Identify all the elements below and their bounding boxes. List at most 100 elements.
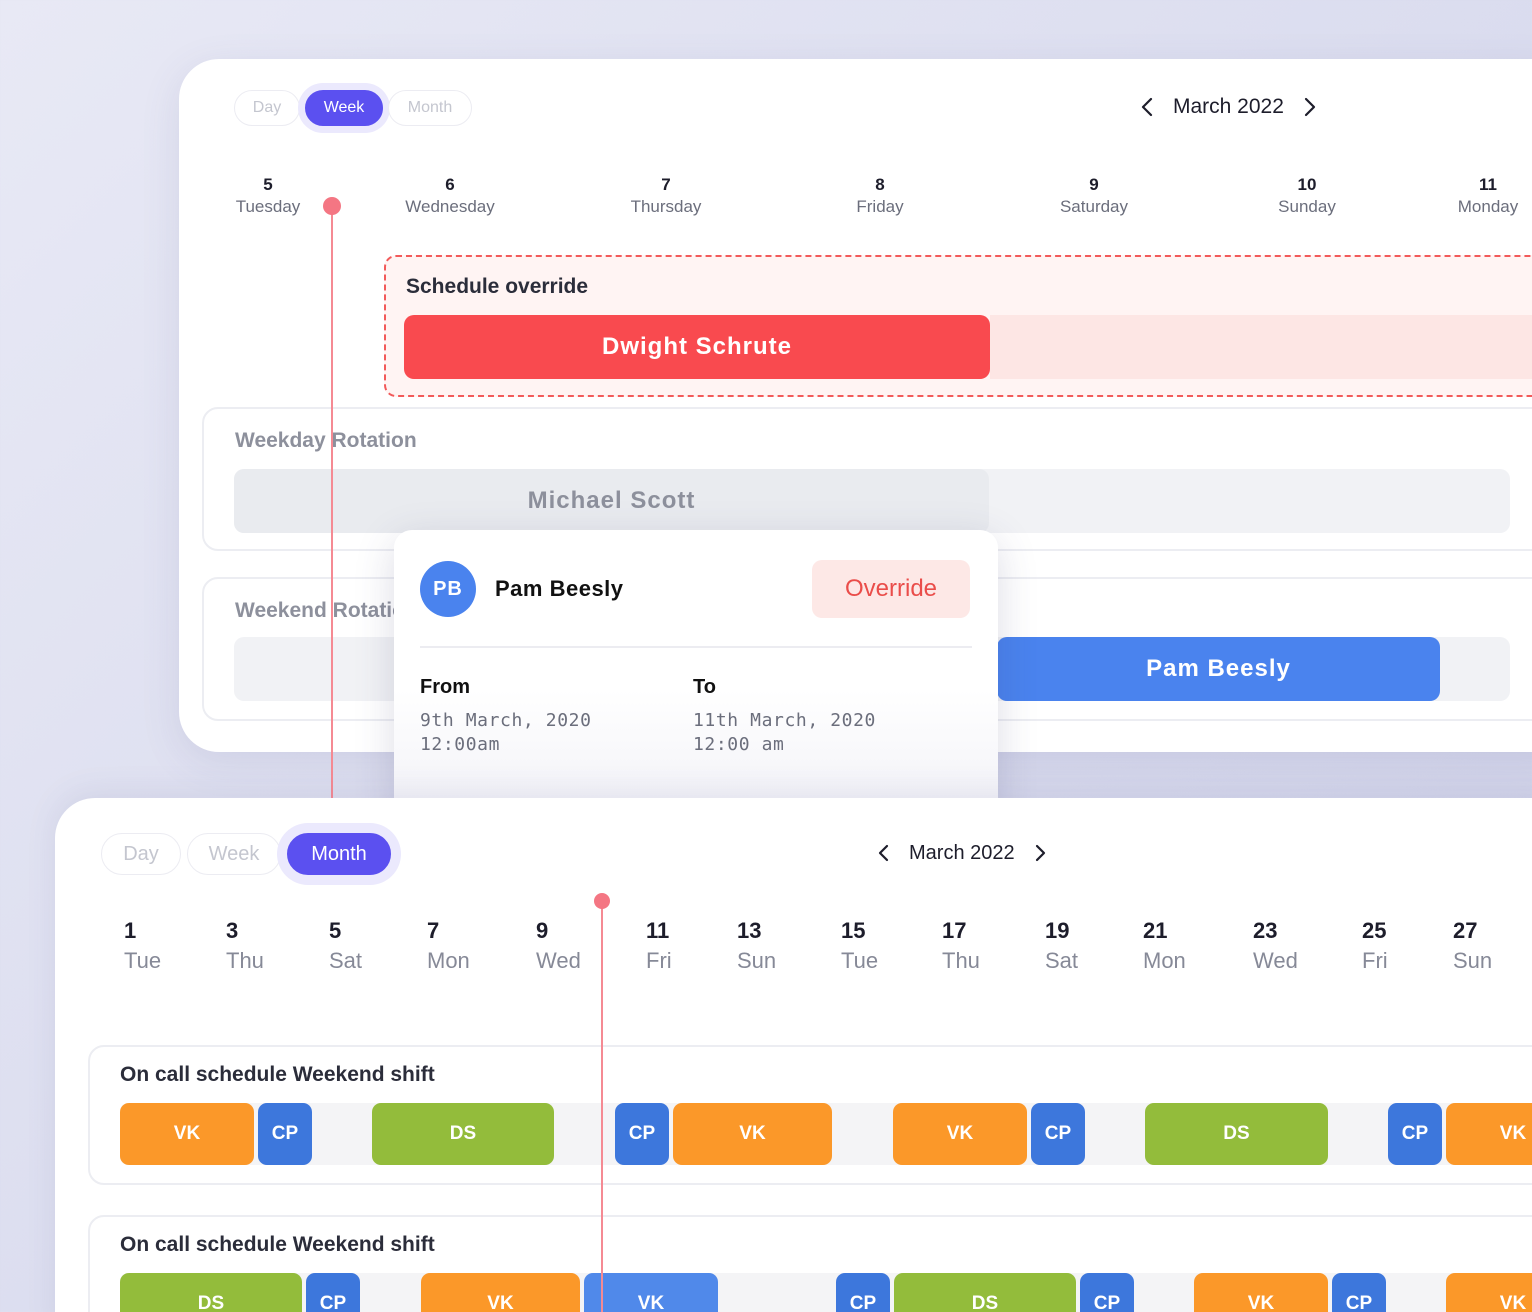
chevron-right-icon[interactable] <box>1300 94 1320 120</box>
day-number: 21 <box>1143 918 1168 943</box>
month-label: March 2022 <box>1173 95 1284 118</box>
shift-block-cp[interactable]: CP <box>615 1103 669 1165</box>
view-switcher: Day Week Month <box>101 833 391 875</box>
day-name: Mon <box>427 948 470 973</box>
override-button[interactable]: Override <box>812 560 970 618</box>
day-number: 13 <box>737 918 762 943</box>
tab-week[interactable]: Week <box>305 90 383 126</box>
day-number: 8 <box>875 175 885 194</box>
month-label: March 2022 <box>909 841 1015 864</box>
day-name: Wed <box>536 948 581 973</box>
current-time-marker <box>323 197 341 215</box>
day-number: 3 <box>226 918 239 943</box>
shift-block-ds[interactable]: DS <box>1145 1103 1328 1165</box>
shift-block-vk[interactable]: VK <box>584 1273 718 1312</box>
shift-block-ds[interactable]: DS <box>120 1273 302 1312</box>
day-name: Mon <box>1143 948 1186 973</box>
shift-block-vk[interactable]: VK <box>1446 1273 1532 1312</box>
shift-block-ds[interactable]: DS <box>894 1273 1076 1312</box>
schedule-override-section: Schedule override Dwight Schrute <box>384 255 1532 397</box>
shift-block-vk[interactable]: VK <box>1446 1103 1532 1165</box>
from-time: 12:00am <box>420 734 501 755</box>
shift-block-vk[interactable]: VK <box>421 1273 580 1312</box>
day-name: Saturday <box>1059 197 1129 216</box>
shift-block-cp[interactable]: CP <box>1080 1273 1134 1312</box>
day-column: 23 Wed <box>1253 918 1298 974</box>
day-column: 5 Sat <box>329 918 362 974</box>
day-column: 11 Monday <box>1443 175 1532 217</box>
day-name: Sunday <box>1278 197 1336 216</box>
day-number: 7 <box>661 175 671 194</box>
day-column: 6 Wednesday <box>395 175 505 217</box>
day-column: 7 Mon <box>427 918 470 974</box>
shift-block-cp[interactable]: CP <box>306 1273 360 1312</box>
day-number: 7 <box>427 918 440 943</box>
day-name: Tuesday <box>235 197 301 216</box>
month-view-panel: Day Week Month March 2022 1 Tue 3 Thu 5 Sat… <box>55 798 1532 1312</box>
day-name: Wed <box>1253 948 1298 973</box>
shift-block-cp[interactable]: CP <box>1388 1103 1442 1165</box>
shift-block-ds[interactable]: DS <box>372 1103 554 1165</box>
day-name: Sun <box>1453 948 1493 973</box>
shift-block-cp[interactable]: CP <box>836 1273 890 1312</box>
day-name: Tue <box>841 948 879 973</box>
tab-month[interactable]: Month <box>388 90 472 126</box>
tab-month[interactable]: Month <box>287 833 391 875</box>
tab-day[interactable]: Day <box>234 90 300 126</box>
on-call-schedule-section: On call schedule Weekend shift VK CP DS … <box>88 1045 1532 1185</box>
day-name: Wednesday <box>405 197 495 216</box>
shift-block-vk[interactable]: VK <box>673 1103 832 1165</box>
shift-block-vk[interactable]: VK <box>1194 1273 1328 1312</box>
current-time-line <box>601 906 603 1312</box>
day-name: Sat <box>329 948 363 973</box>
schedule-title: On call schedule Weekend shift <box>120 1233 435 1256</box>
day-number: 25 <box>1362 918 1387 943</box>
tab-week[interactable]: Week <box>187 833 281 875</box>
rotation-shift-bar[interactable]: Pam Beesly <box>997 637 1440 701</box>
day-name: Friday <box>856 197 904 216</box>
from-date: 9th March, 2020 <box>420 710 592 731</box>
day-column: 5 Tuesday <box>219 175 317 217</box>
day-name: Fri <box>1362 948 1388 973</box>
day-name: Thu <box>226 948 264 973</box>
day-column: 11 Fri <box>646 918 672 974</box>
override-shift-bar[interactable]: Dwight Schrute <box>404 315 990 379</box>
day-number: 9 <box>1089 175 1099 194</box>
day-number: 11 <box>1479 175 1497 194</box>
chevron-right-icon[interactable] <box>1031 840 1051 866</box>
override-track <box>990 315 1532 379</box>
day-number: 1 <box>124 918 137 943</box>
shift-block-cp[interactable]: CP <box>1031 1103 1085 1165</box>
day-column: 17 Thu <box>942 918 980 974</box>
shift-block-cp[interactable]: CP <box>1332 1273 1386 1312</box>
day-number: 17 <box>942 918 967 943</box>
day-number: 23 <box>1253 918 1278 943</box>
tab-day[interactable]: Day <box>101 833 181 875</box>
day-name: Tue <box>124 948 162 973</box>
shift-block-vk[interactable]: VK <box>120 1103 254 1165</box>
weekend-rotation-title: Weekend Rotation <box>235 599 418 622</box>
weekday-rotation-section: Weekday Rotation Michael Scott <box>202 407 1532 551</box>
view-switcher: Day Week Month <box>234 90 472 126</box>
day-column: 9 Saturday <box>1041 175 1147 217</box>
day-name: Sat <box>1045 948 1079 973</box>
on-call-schedule-section: On call schedule Weekend shift DS CP VK … <box>88 1215 1532 1312</box>
chevron-left-icon[interactable] <box>1137 94 1157 120</box>
day-number: 27 <box>1453 918 1478 943</box>
day-number: 19 <box>1045 918 1070 943</box>
day-number: 15 <box>841 918 866 943</box>
day-name: Sun <box>737 948 777 973</box>
day-column: 7 Thursday <box>612 175 720 217</box>
day-number: 5 <box>263 175 273 194</box>
day-column: 13 Sun <box>737 918 776 974</box>
shift-block-vk[interactable]: VK <box>893 1103 1027 1165</box>
day-name: Thursday <box>630 197 702 216</box>
shift-block-cp[interactable]: CP <box>258 1103 312 1165</box>
chevron-left-icon[interactable] <box>873 840 893 866</box>
day-column: 8 Friday <box>829 175 931 217</box>
rotation-shift-bar[interactable]: Michael Scott <box>234 469 989 533</box>
day-name: Fri <box>646 948 672 973</box>
day-number: 5 <box>329 918 342 943</box>
divider <box>420 646 972 648</box>
current-time-line <box>331 206 333 806</box>
